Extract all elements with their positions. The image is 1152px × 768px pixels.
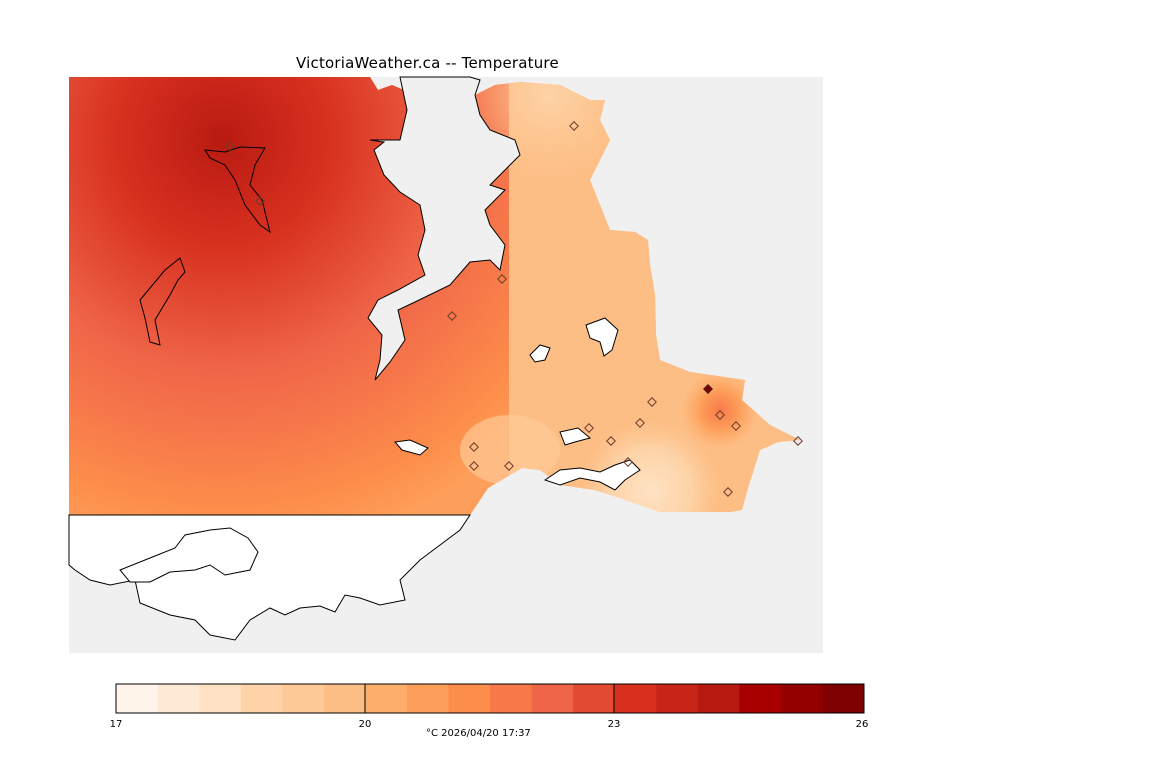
legend-swatch	[116, 684, 159, 713]
station-markers	[225, 121, 803, 497]
station-marker[interactable]	[497, 274, 507, 284]
station-marker[interactable]	[635, 418, 645, 428]
map-title: VictoriaWeather.ca -- Temperature	[296, 54, 559, 72]
water-area	[68, 514, 471, 641]
station-marker[interactable]	[793, 436, 803, 446]
legend-frame	[115, 683, 865, 714]
legend-swatch	[573, 684, 616, 713]
station-marker[interactable]	[606, 436, 616, 446]
station-marker[interactable]	[584, 423, 594, 433]
inlet-saanich	[367, 76, 521, 381]
station-marker[interactable]	[504, 461, 514, 471]
station-marker[interactable]	[469, 442, 479, 452]
legend-swatch	[531, 684, 574, 713]
legend-swatch	[448, 684, 491, 713]
legend-swatch	[365, 684, 408, 713]
station-marker[interactable]	[647, 397, 657, 407]
legend-swatch	[323, 684, 366, 713]
island-2	[585, 317, 619, 357]
station-marker[interactable]	[255, 196, 265, 206]
legend-swatches	[116, 684, 865, 713]
legend-swatch	[490, 684, 533, 713]
island-3	[529, 344, 551, 363]
island-1	[394, 439, 429, 456]
legend-swatch	[240, 684, 283, 713]
legend-tick-label: 23	[608, 719, 621, 730]
harbour-2	[559, 427, 592, 446]
legend-swatch	[199, 684, 242, 713]
station-marker-highlight[interactable]	[703, 384, 713, 394]
legend-swatch	[822, 684, 865, 713]
legend-tick-label: 26	[856, 719, 869, 730]
station-marker[interactable]	[569, 121, 579, 131]
station-marker[interactable]	[623, 457, 633, 467]
lake-west-1	[204, 146, 271, 234]
legend-swatch	[697, 684, 740, 713]
legend-swatch	[614, 684, 657, 713]
legend-swatch	[780, 684, 823, 713]
legend-swatch	[157, 684, 200, 713]
station-marker[interactable]	[731, 421, 741, 431]
lake-west-2	[139, 257, 186, 346]
station-marker[interactable]	[469, 461, 479, 471]
station-marker[interactable]	[723, 487, 733, 497]
station-marker[interactable]	[225, 141, 235, 151]
legend-tick-label: 17	[110, 719, 123, 730]
station-marker[interactable]	[447, 311, 457, 321]
legend-swatch	[406, 684, 449, 713]
legend-tick-label: 20	[359, 719, 372, 730]
harbour	[543, 459, 641, 491]
station-marker[interactable]	[715, 410, 725, 420]
southern-island	[119, 527, 259, 583]
legend-swatch	[739, 684, 782, 713]
legend-swatch	[656, 684, 699, 713]
legend-caption: °C 2026/04/20 17:37	[426, 728, 531, 739]
legend-swatch	[282, 684, 325, 713]
